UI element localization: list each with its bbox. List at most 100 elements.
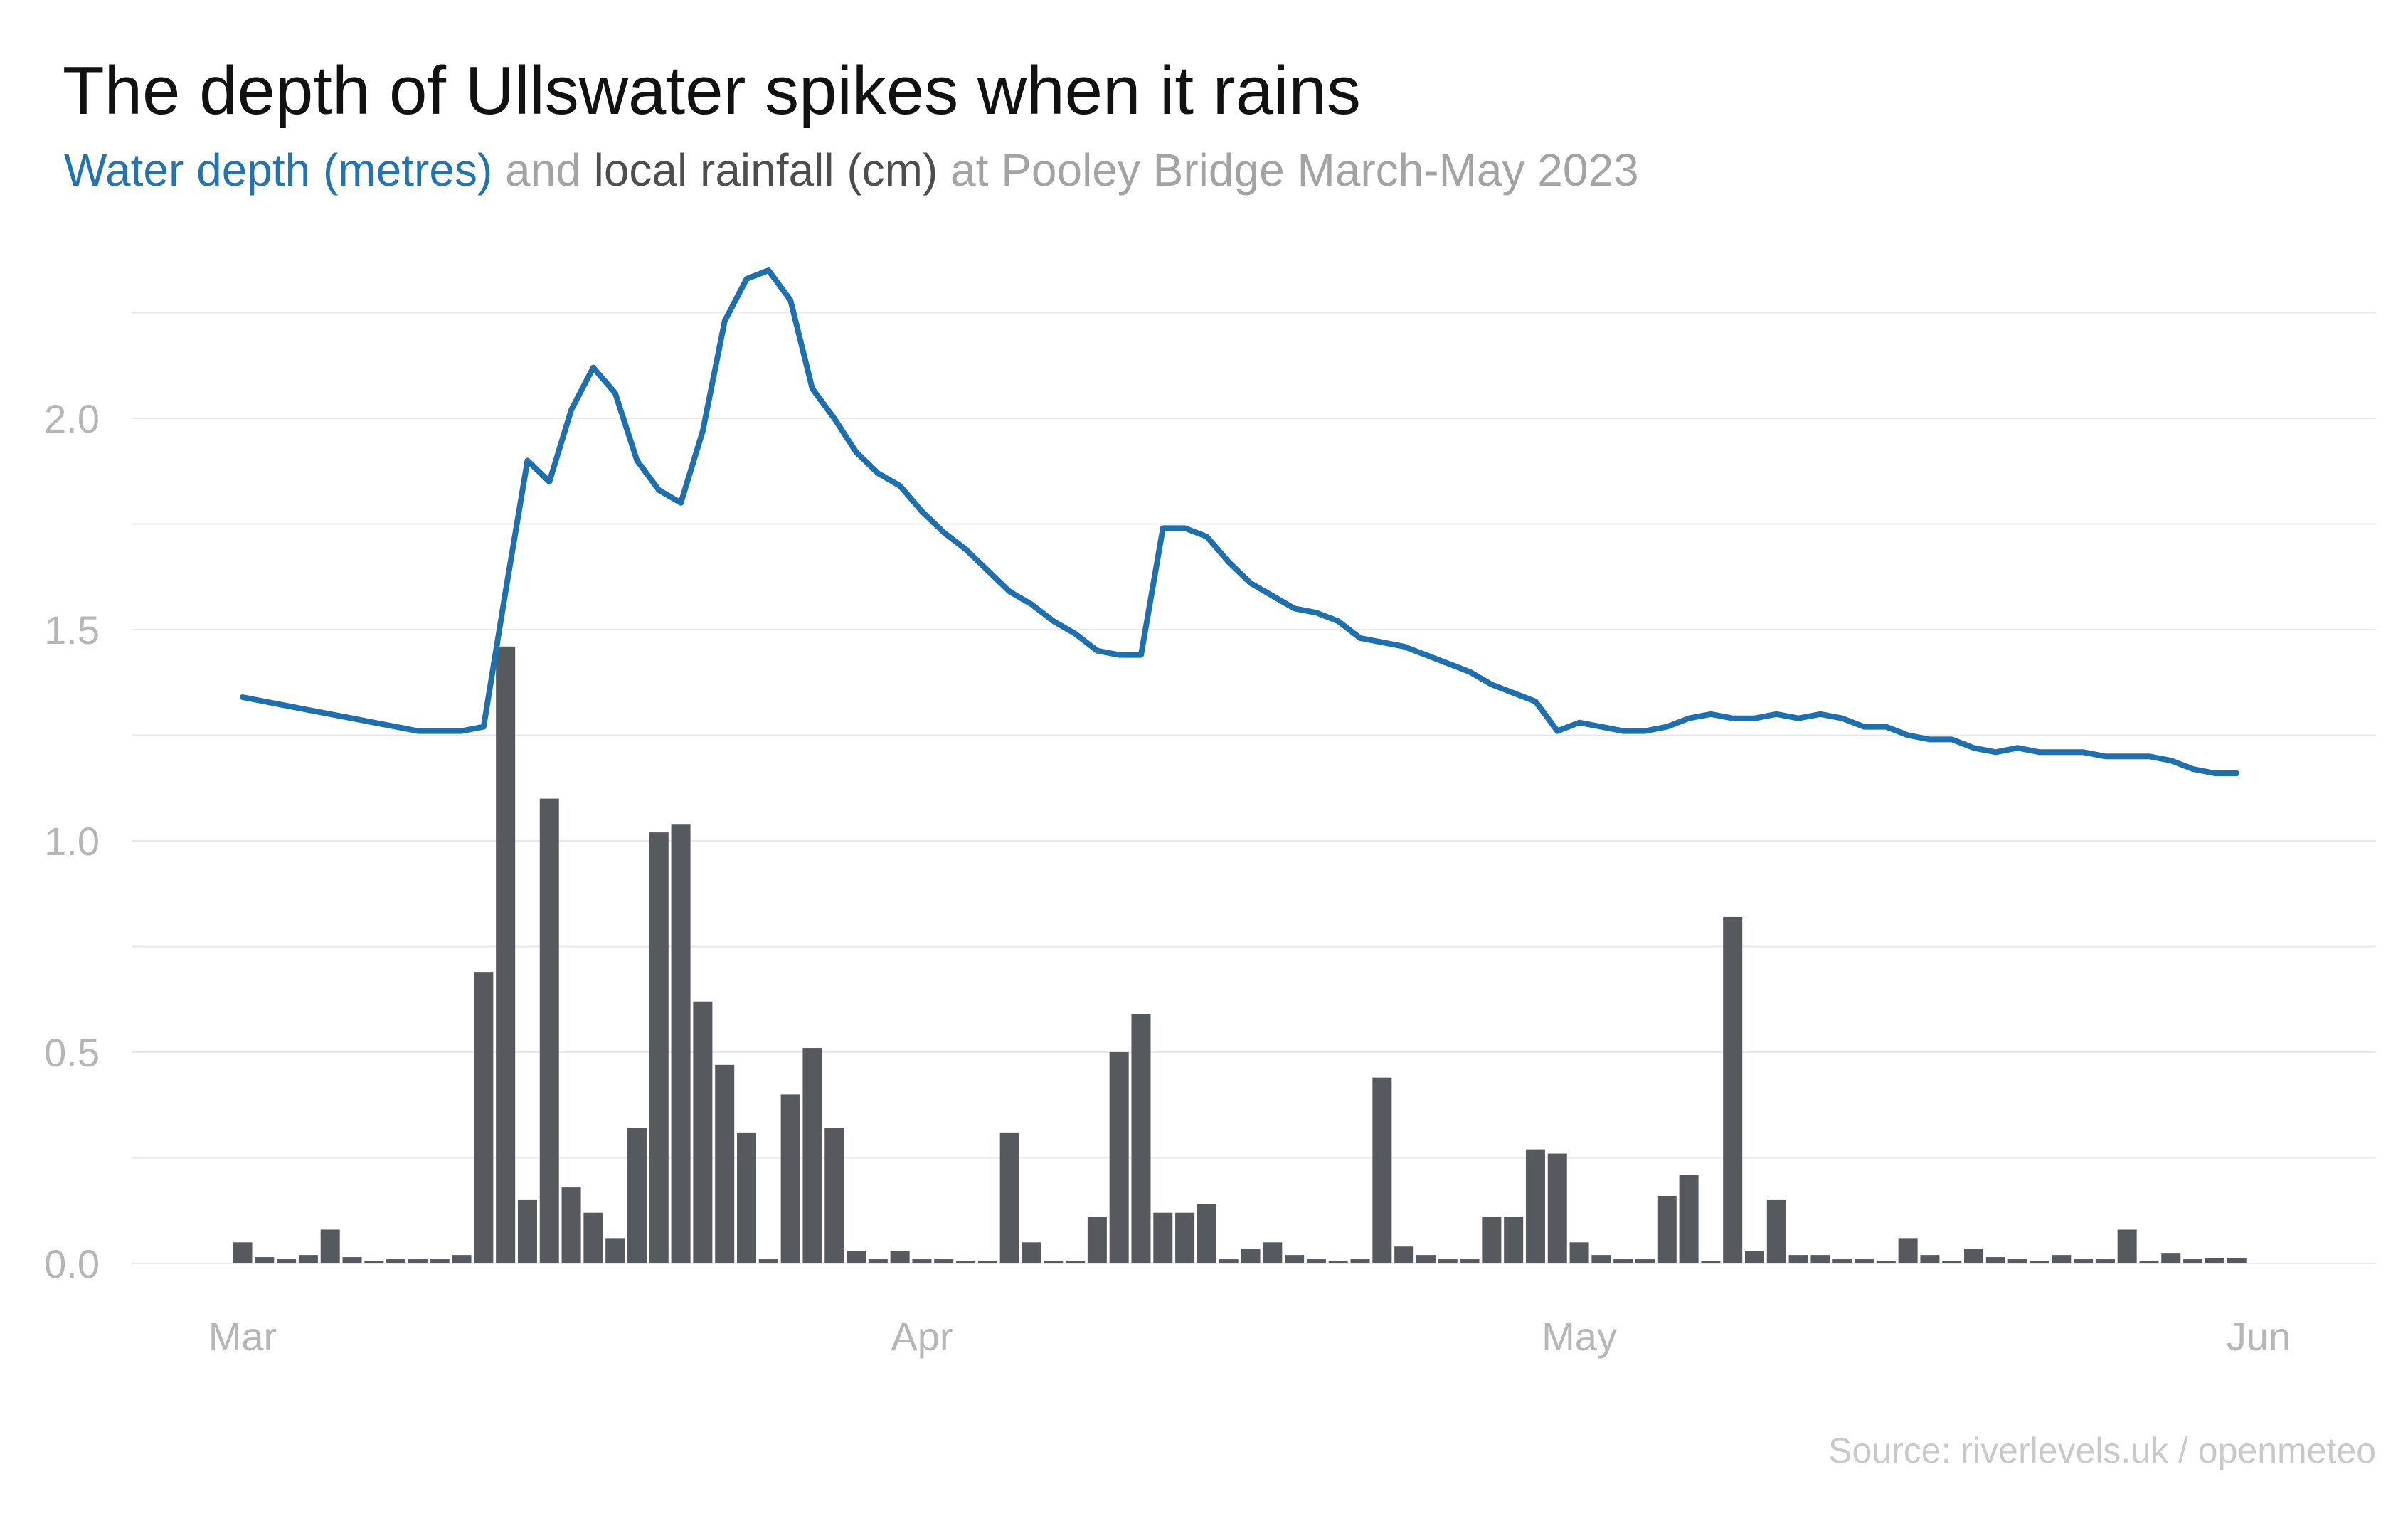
rain-bar bbox=[583, 1212, 603, 1263]
rain-bar bbox=[1876, 1261, 1896, 1263]
rain-bar bbox=[1985, 1257, 2005, 1263]
subtitle-separator: and bbox=[505, 144, 581, 196]
rain-bar bbox=[1723, 916, 1743, 1263]
rain-bar bbox=[1394, 1246, 1414, 1263]
rain-bar bbox=[364, 1261, 384, 1263]
rain-bar bbox=[605, 1238, 625, 1263]
rain-bar bbox=[1525, 1149, 1545, 1263]
rain-bar bbox=[868, 1259, 888, 1263]
y-axis-tick-labels: 0.0 0.5 1.0 1.5 2.0 bbox=[44, 396, 100, 1286]
rain-bar bbox=[1613, 1259, 1633, 1263]
rain-bar bbox=[386, 1259, 406, 1263]
rain-bar bbox=[342, 1257, 362, 1263]
rain-bar bbox=[561, 1187, 581, 1263]
rain-bar bbox=[1066, 1261, 1086, 1263]
rain-bar bbox=[430, 1259, 450, 1263]
rain-bar bbox=[627, 1128, 647, 1263]
x-tick-label: Apr bbox=[891, 1314, 953, 1359]
rain-bar bbox=[1263, 1242, 1283, 1263]
rain-bar bbox=[1898, 1238, 1918, 1263]
rainfall-bars bbox=[233, 646, 2247, 1263]
rain-bar bbox=[999, 1132, 1019, 1263]
rain-bar bbox=[2052, 1255, 2072, 1263]
rain-bar bbox=[1219, 1259, 1239, 1263]
rain-bar bbox=[474, 972, 494, 1263]
rain-bar bbox=[1657, 1195, 1677, 1263]
x-axis-month-labels: Mar Apr May Jun bbox=[208, 1314, 2291, 1359]
rain-bar bbox=[715, 1064, 735, 1263]
rain-bar bbox=[1087, 1217, 1107, 1263]
rain-bar bbox=[737, 1132, 756, 1263]
rain-bar bbox=[2074, 1259, 2094, 1263]
y-tick-label: 2.0 bbox=[44, 396, 100, 441]
rain-bar bbox=[824, 1128, 844, 1263]
rain-bar bbox=[1635, 1259, 1655, 1263]
rain-bar bbox=[2117, 1229, 2137, 1263]
rain-bar bbox=[977, 1261, 997, 1263]
y-tick-label: 1.5 bbox=[44, 608, 100, 652]
rain-bar bbox=[1482, 1217, 1502, 1263]
subtitle-water-depth-label: Water depth (metres) bbox=[64, 144, 493, 196]
rain-bar bbox=[1197, 1204, 1216, 1263]
source-credit: Source: riverlevels.uk / openmeteo bbox=[1828, 1431, 2376, 1470]
water-depth-line bbox=[240, 267, 2240, 776]
x-tick-label: Jun bbox=[2227, 1314, 2291, 1359]
rain-bar bbox=[1810, 1255, 1830, 1263]
y-tick-label: 0.0 bbox=[44, 1241, 100, 1286]
rain-bar bbox=[452, 1255, 472, 1263]
rain-bar bbox=[693, 1001, 713, 1263]
rain-bar bbox=[1569, 1242, 1589, 1263]
rain-bar bbox=[1832, 1259, 1852, 1263]
rain-bar bbox=[539, 798, 559, 1263]
rain-bar bbox=[1022, 1242, 1041, 1263]
rain-bar bbox=[890, 1251, 910, 1263]
subtitle-place-label: at Pooley Bridge March-May 2023 bbox=[950, 144, 1639, 196]
rain-bar bbox=[912, 1259, 932, 1263]
rain-bar bbox=[649, 832, 669, 1263]
rain-bar bbox=[1175, 1212, 1195, 1263]
rain-bar bbox=[1701, 1261, 1721, 1263]
rain-bar bbox=[408, 1259, 428, 1263]
rain-bar bbox=[934, 1259, 954, 1263]
rain-bar bbox=[2139, 1261, 2159, 1263]
rain-bar bbox=[1745, 1251, 1764, 1263]
rain-bar bbox=[1241, 1249, 1261, 1263]
rain-bar bbox=[517, 1199, 537, 1263]
rain-bar bbox=[320, 1229, 340, 1263]
rain-bar bbox=[1153, 1212, 1173, 1263]
rain-bar bbox=[298, 1255, 318, 1263]
rain-bar bbox=[758, 1259, 778, 1263]
rain-bar bbox=[2227, 1258, 2247, 1263]
rain-bar bbox=[1350, 1259, 1370, 1263]
rain-bar bbox=[1109, 1052, 1129, 1263]
chart-subtitle: Water depth (metres) and local rainfall … bbox=[64, 145, 1639, 195]
rain-bar bbox=[1504, 1217, 1524, 1263]
rain-bar bbox=[1285, 1255, 1305, 1263]
rain-bar bbox=[1547, 1153, 1567, 1263]
gridlines bbox=[132, 312, 2376, 1264]
rain-bar bbox=[1416, 1255, 1436, 1263]
rain-bar bbox=[956, 1261, 976, 1263]
x-tick-label: Mar bbox=[208, 1314, 277, 1359]
rain-bar bbox=[1372, 1077, 1392, 1263]
rain-bar bbox=[2205, 1258, 2224, 1263]
rain-bar bbox=[1964, 1249, 1984, 1263]
rain-bar bbox=[671, 824, 691, 1263]
rain-bar bbox=[2095, 1259, 2115, 1263]
rain-bar bbox=[1766, 1199, 1786, 1263]
rain-bar bbox=[1942, 1261, 1962, 1263]
rain-bar bbox=[802, 1048, 822, 1263]
rain-bar bbox=[1438, 1259, 1458, 1263]
rain-bar bbox=[1591, 1255, 1611, 1263]
y-tick-label: 1.0 bbox=[44, 819, 100, 864]
rain-bar bbox=[1131, 1014, 1151, 1263]
rain-bar bbox=[1328, 1261, 1348, 1263]
chart-title: The depth of Ullswater spikes when it ra… bbox=[63, 53, 1361, 129]
rain-bar bbox=[1044, 1261, 1064, 1263]
rain-bar bbox=[496, 646, 516, 1263]
rain-bar bbox=[277, 1259, 297, 1263]
rain-bar bbox=[2030, 1261, 2049, 1263]
rain-bar bbox=[1306, 1259, 1326, 1263]
